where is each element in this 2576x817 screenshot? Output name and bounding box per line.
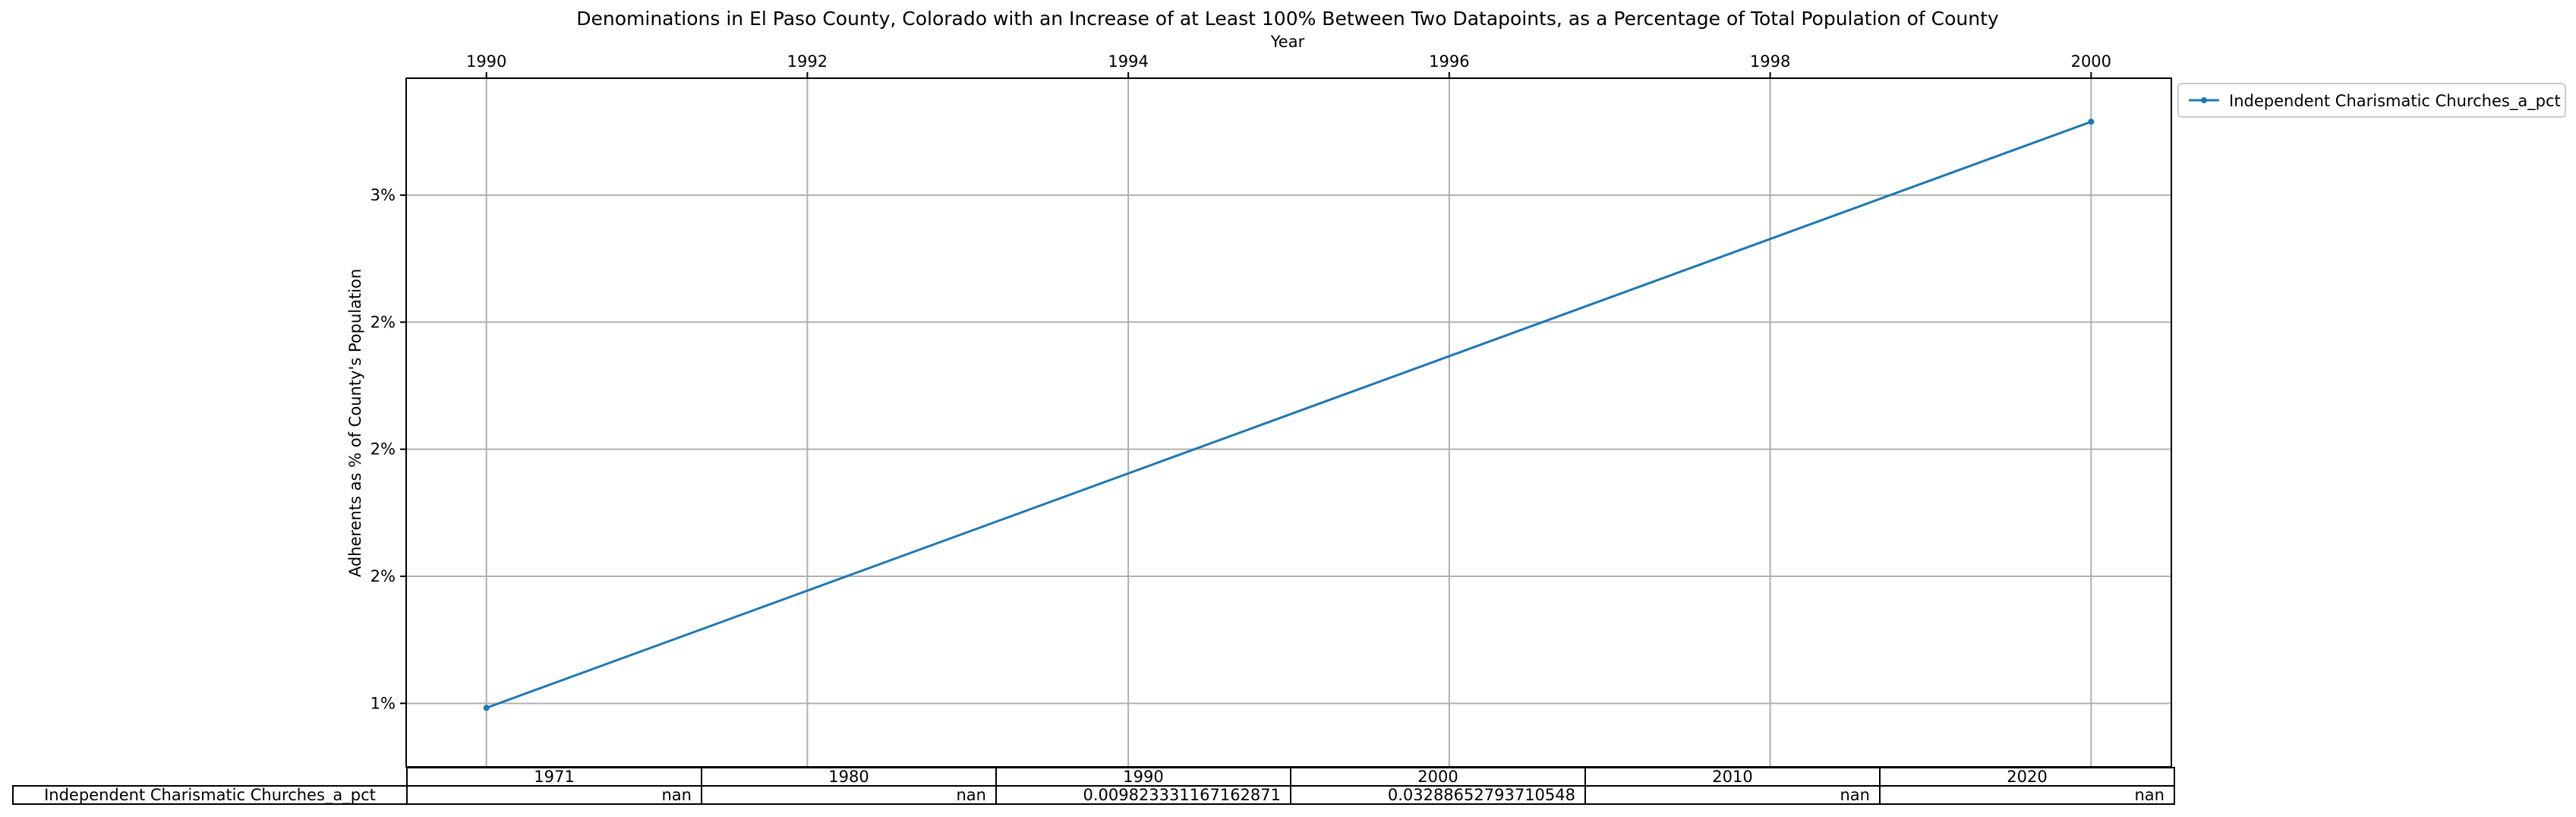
y-tick-label: 2% — [370, 567, 396, 585]
legend-label: Independent Charismatic Churches_a_pct — [2229, 92, 2561, 111]
table-cell: nan — [701, 785, 997, 805]
table-cell: nan — [1584, 785, 1881, 805]
table-cell: 0.009823331167162871 — [995, 785, 1291, 805]
x-axis-label: Year — [1270, 33, 1305, 51]
series-line — [486, 120, 2092, 709]
x-tick-label: 1990 — [466, 52, 506, 71]
data-point — [483, 705, 490, 711]
table-column-header: 2020 — [1879, 767, 2175, 787]
table-column-header: 2010 — [1584, 767, 1881, 787]
x-tick-label: 1998 — [1750, 52, 1790, 71]
table-header-row: 1971 1980 1990 2000 2010 2020 — [13, 767, 2175, 787]
x-tick-label: 1996 — [1429, 52, 1469, 71]
data-point — [2088, 118, 2095, 125]
x-tick-label: 1994 — [1108, 52, 1148, 71]
table-column-header: 2000 — [1290, 767, 1586, 787]
table-row: Independent Charismatic Churches_a_pct n… — [12, 785, 2175, 805]
x-tick-label: 1992 — [787, 52, 828, 71]
y-tick-label: 3% — [370, 186, 396, 204]
legend-box — [2177, 83, 2566, 118]
table-cell: 0.03288652793710548 — [1290, 785, 1586, 805]
chart-title: Denominations in El Paso County, Colorad… — [576, 8, 1999, 30]
y-ticks: 1% 2% 2% 2% 3% — [370, 186, 406, 712]
series-layer — [483, 118, 2095, 711]
table-cell: nan — [406, 785, 702, 805]
table-column-header: 1971 — [406, 767, 702, 787]
y-axis-label: Adherents as % of County's Population — [346, 269, 364, 577]
x-ticks: 1990 1992 1994 1996 1998 2000 — [466, 52, 2111, 78]
table-cell: nan — [1879, 785, 2175, 805]
x-tick-label: 2000 — [2071, 52, 2111, 71]
table-column-header: 1980 — [701, 767, 997, 787]
y-tick-label: 2% — [370, 440, 396, 459]
legend-marker — [2201, 97, 2207, 103]
table-corner — [13, 768, 407, 786]
table-column-header: 1990 — [995, 767, 1291, 787]
grid — [406, 78, 2171, 767]
plot-frame — [405, 77, 2172, 768]
data-table: 1971 1980 1990 2000 2010 2020 Independen… — [12, 767, 2175, 805]
y-tick-label: 2% — [370, 313, 396, 331]
legend: Independent Charismatic Churches_a_pct — [2177, 83, 2566, 118]
table-row-label: Independent Charismatic Churches_a_pct — [12, 785, 408, 805]
y-tick-label: 1% — [370, 694, 396, 712]
